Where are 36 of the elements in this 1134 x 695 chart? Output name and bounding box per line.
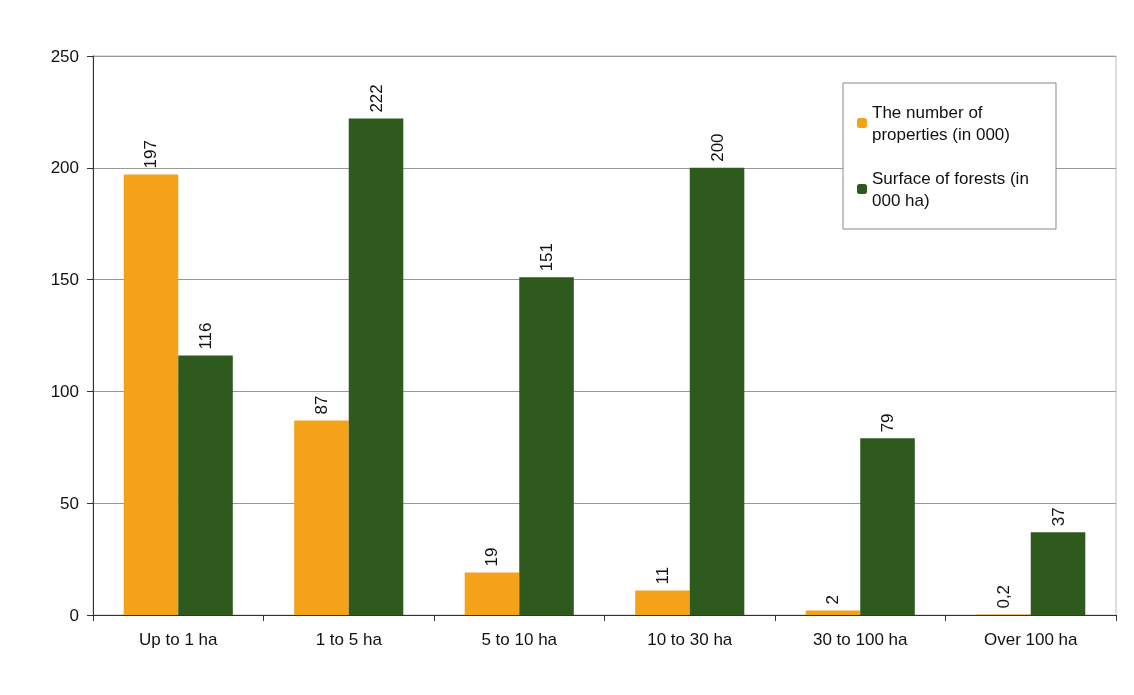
data-label: 222 bbox=[366, 84, 386, 113]
y-tick-label: 0 bbox=[69, 605, 79, 625]
data-label: 116 bbox=[196, 322, 216, 350]
x-tick-label: Up to 1 ha bbox=[139, 630, 219, 649]
y-tick-label: 150 bbox=[50, 270, 79, 290]
data-label: 37 bbox=[1048, 507, 1068, 527]
legend-label: Surface of forests (in 000 ha) bbox=[872, 168, 1034, 210]
legend-label: The number of properties (in 000) bbox=[872, 102, 1010, 144]
x-tick-label: 10 to 30 ha bbox=[647, 630, 733, 649]
bar bbox=[1030, 532, 1086, 615]
bar bbox=[860, 438, 915, 615]
bar bbox=[294, 420, 349, 615]
x-tick-label: 30 to 100 ha bbox=[812, 630, 909, 649]
data-label: 79 bbox=[878, 413, 898, 433]
data-label: 151 bbox=[537, 242, 557, 272]
bar bbox=[178, 355, 233, 615]
data-label: 11 bbox=[652, 566, 672, 585]
x-tick-label: Over 100 ha bbox=[983, 630, 1079, 649]
bar bbox=[348, 118, 404, 615]
bar bbox=[689, 167, 745, 615]
x-tick-label: 1 to 5 ha bbox=[315, 630, 383, 649]
data-label: 197 bbox=[141, 140, 161, 169]
y-tick-label: 50 bbox=[60, 493, 79, 513]
x-tick-label: 5 to 10 ha bbox=[481, 630, 558, 649]
data-label: 0,2 bbox=[993, 584, 1013, 609]
bar bbox=[123, 174, 179, 615]
y-tick-label: 100 bbox=[50, 381, 79, 401]
data-label: 200 bbox=[707, 133, 727, 162]
data-label: 19 bbox=[482, 547, 502, 567]
data-label: 2 bbox=[823, 595, 843, 605]
y-tick-label: 200 bbox=[50, 158, 79, 178]
y-tick-label: 250 bbox=[50, 46, 79, 66]
bar bbox=[635, 590, 690, 615]
data-label: 87 bbox=[311, 395, 331, 415]
bar bbox=[519, 277, 574, 615]
bar bbox=[464, 572, 520, 615]
